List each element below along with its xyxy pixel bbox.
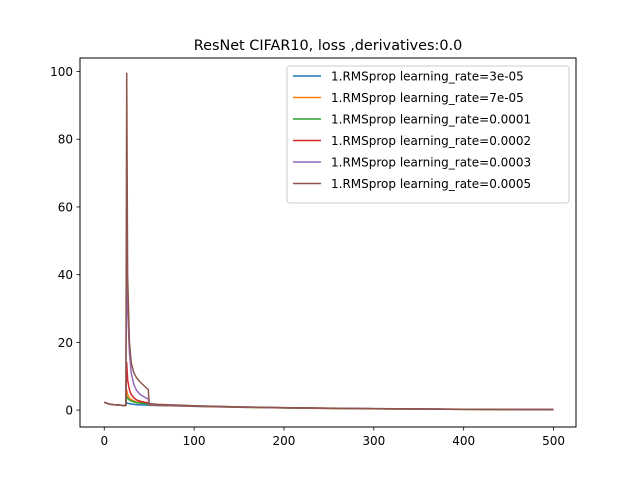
y-tick-label: 60	[58, 200, 73, 214]
legend-label-5: 1.RMSprop learning_rate=0.0003	[331, 156, 531, 170]
x-tick-label: 300	[362, 434, 385, 448]
legend-label-1: 1.RMSprop learning_rate=3e-05	[331, 70, 524, 84]
legend: 1.RMSprop learning_rate=3e-05 1.RMSprop l…	[286, 65, 570, 204]
legend-label-3: 1.RMSprop learning_rate=0.0001	[331, 113, 531, 127]
y-axis: 0 20 40 60 80 100	[50, 65, 80, 418]
legend-label-4: 1.RMSprop learning_rate=0.0002	[331, 134, 531, 148]
y-tick-label: 0	[65, 404, 73, 418]
y-tick-label: 80	[58, 133, 73, 147]
y-tick-label: 20	[58, 336, 73, 350]
y-tick-label: 100	[50, 65, 73, 79]
x-tick-label: 400	[452, 434, 475, 448]
chart-title: ResNet CIFAR10, loss ,derivatives:0.0	[194, 38, 463, 54]
x-tick-label: 200	[273, 434, 296, 448]
legend-box	[286, 65, 570, 204]
x-tick-label: 500	[542, 434, 565, 448]
x-tick-label: 100	[183, 434, 206, 448]
series-line-6	[103, 72, 554, 411]
legend-label-2: 1.RMSprop learning_rate=7e-05	[331, 91, 524, 105]
series-lines	[103, 72, 554, 411]
y-tick-label: 40	[58, 268, 73, 282]
plot-frame	[79, 57, 577, 428]
x-tick-label: 0	[100, 434, 108, 448]
x-axis: 0 100 200 300 400 500	[100, 427, 565, 448]
legend-label-6: 1.RMSprop learning_rate=0.0005	[331, 177, 531, 191]
